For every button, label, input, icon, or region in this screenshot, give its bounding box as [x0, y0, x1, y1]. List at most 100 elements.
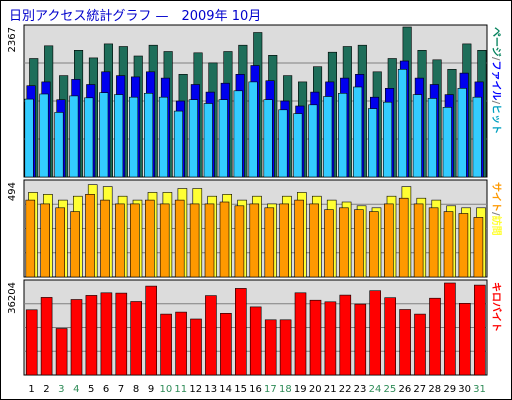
day-label-20: 20 — [309, 384, 322, 395]
bar-sites-day-31 — [473, 217, 484, 278]
bar-sites-day-30 — [458, 213, 469, 278]
day-label-19: 19 — [294, 384, 307, 395]
day-label-28: 28 — [428, 384, 441, 395]
day-label-8: 8 — [133, 384, 139, 395]
bar-sites-day-3 — [55, 207, 66, 278]
bar-hits-day-9 — [144, 93, 154, 178]
bar-sites-day-5 — [85, 194, 95, 278]
legend-label-middle: サイト/訪問 — [490, 182, 503, 236]
day-label-17: 17 — [264, 384, 277, 395]
day-label-29: 29 — [443, 384, 456, 395]
day-label-25: 25 — [384, 384, 397, 395]
bar-hits-day-24 — [367, 108, 378, 178]
bar-kbytes-day-14 — [220, 312, 232, 376]
legend-part: ページ — [490, 27, 502, 57]
bar-kbytes-day-31 — [473, 284, 486, 376]
bar-sites-day-14 — [219, 201, 230, 278]
day-label-23: 23 — [354, 384, 367, 395]
bar-kbytes-day-11 — [175, 311, 187, 376]
bar-hits-day-31 — [472, 96, 482, 178]
bar-hits-day-27 — [412, 94, 422, 178]
day-label-5: 5 — [88, 384, 94, 395]
day-label-21: 21 — [324, 384, 337, 395]
day-label-9: 9 — [148, 384, 154, 395]
bar-hits-day-23 — [353, 86, 363, 178]
day-label-18: 18 — [279, 384, 292, 395]
bar-sites-day-29 — [443, 211, 454, 278]
bar-hits-day-13 — [203, 103, 213, 178]
bar-sites-day-11 — [174, 199, 185, 278]
bar-hits-day-21 — [323, 96, 333, 178]
bar-hits-day-12 — [188, 99, 198, 178]
bar-sites-day-15 — [234, 205, 245, 278]
bar-hits-day-29 — [442, 107, 452, 178]
bar-hits-day-19 — [293, 113, 303, 178]
bar-hits-day-7 — [114, 94, 124, 178]
bar-hits-day-3 — [54, 112, 64, 178]
legend-part: ファイル — [490, 60, 502, 100]
legend-part: / — [490, 212, 501, 216]
bar-kbytes-day-6 — [100, 292, 113, 376]
bar-hits-day-4 — [69, 95, 79, 178]
bar-sites-day-19 — [294, 199, 304, 278]
bar-sites-day-18 — [279, 203, 290, 278]
day-label-4: 4 — [73, 384, 79, 395]
bar-hits-day-20 — [308, 104, 318, 178]
day-label-13: 13 — [204, 384, 217, 395]
bar-kbytes-day-29 — [444, 282, 456, 376]
bar-sites-day-23 — [354, 209, 364, 278]
bar-kbytes-day-16 — [249, 306, 262, 376]
day-label-26: 26 — [399, 384, 412, 395]
bar-hits-day-15 — [233, 90, 243, 178]
bar-kbytes-day-24 — [369, 290, 382, 376]
bar-hits-day-11 — [173, 110, 183, 178]
ymax-label-bottom: 36204 — [7, 282, 18, 314]
bar-kbytes-day-5 — [85, 295, 98, 376]
bar-sites-day-20 — [309, 203, 319, 278]
bar-kbytes-day-7 — [115, 292, 128, 376]
bar-kbytes-day-3 — [55, 328, 68, 376]
bar-sites-day-4 — [70, 211, 80, 278]
bar-kbytes-day-8 — [130, 301, 142, 376]
bar-hits-day-10 — [158, 96, 168, 178]
day-label-3: 3 — [58, 384, 64, 395]
bar-kbytes-day-2 — [40, 297, 53, 376]
bar-sites-day-24 — [368, 211, 379, 278]
bar-hits-day-6 — [99, 92, 109, 178]
bar-hits-day-30 — [457, 88, 467, 178]
day-label-1: 1 — [28, 384, 34, 395]
chart-title: 日別アクセス統計グラフ — 2009年 10月 — [9, 9, 262, 24]
bar-sites-day-21 — [324, 209, 334, 278]
bar-kbytes-day-25 — [384, 297, 397, 376]
bar-sites-day-16 — [249, 203, 260, 278]
day-label-30: 30 — [458, 384, 471, 395]
bar-sites-day-2 — [40, 203, 51, 278]
bar-kbytes-day-23 — [354, 303, 367, 376]
bar-kbytes-day-20 — [309, 299, 322, 376]
bar-hits-day-8 — [129, 96, 139, 178]
legend-part: / — [490, 100, 501, 104]
day-label-24: 24 — [369, 384, 382, 395]
bar-sites-day-25 — [383, 203, 394, 278]
bar-sites-day-28 — [428, 207, 439, 278]
bar-kbytes-day-17 — [264, 319, 277, 376]
legend-part: / — [490, 57, 501, 61]
bar-sites-day-7 — [115, 203, 125, 278]
bar-sites-day-1 — [25, 199, 36, 278]
legend-label-top: ページ/ファイル/ヒット — [490, 27, 502, 134]
bar-hits-day-18 — [278, 109, 288, 178]
legend-label-bottom: キロバイト — [490, 282, 502, 332]
bar-kbytes-day-18 — [279, 319, 292, 376]
bar-sites-day-17 — [264, 207, 275, 278]
bar-kbytes-day-4 — [70, 299, 83, 376]
day-label-16: 16 — [249, 384, 262, 395]
bar-sites-day-22 — [339, 207, 349, 278]
bar-kbytes-day-1 — [25, 309, 38, 376]
bar-sites-day-8 — [130, 203, 140, 278]
day-label-10: 10 — [160, 384, 173, 395]
bar-kbytes-day-10 — [160, 313, 172, 376]
ymax-label-top: 2367 — [7, 27, 18, 52]
day-label-22: 22 — [339, 384, 352, 395]
legend-part: サイト — [490, 182, 502, 212]
